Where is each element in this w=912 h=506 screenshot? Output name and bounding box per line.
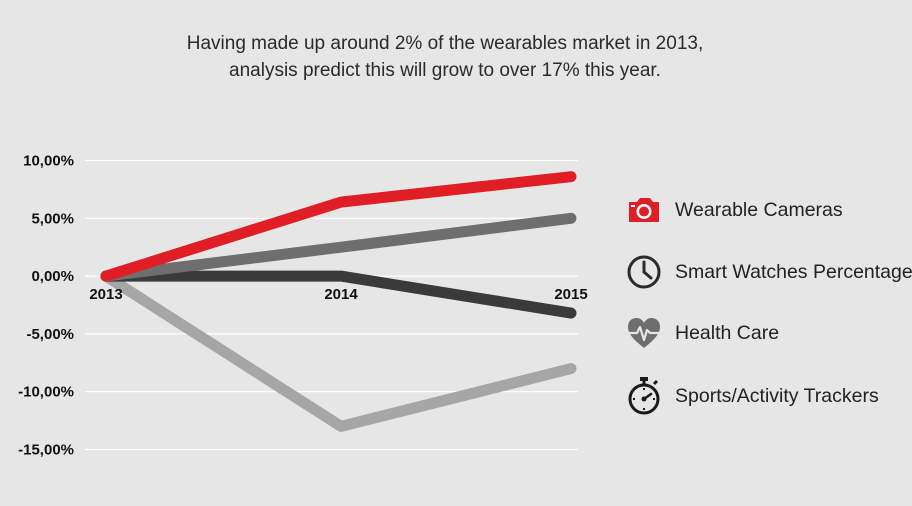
y-tick-label: -10,00%	[18, 384, 74, 401]
series-line-health-care	[100, 212, 577, 282]
subtitle-line-1: Having made up around 2% of the wearable…	[186, 33, 704, 54]
chart-subtitle: Having made up around 2% of the wearable…	[0, 30, 890, 84]
series-line-sports-activity-trackers	[100, 270, 577, 432]
stopwatch-icon	[626, 377, 662, 415]
clock-icon	[626, 254, 662, 290]
series-line-wearable-cameras	[100, 171, 577, 282]
y-tick-label: -15,00%	[18, 442, 74, 459]
y-tick-label: 0,00%	[31, 268, 74, 285]
camera-icon	[626, 192, 662, 228]
x-tick-label: 2013	[89, 286, 122, 303]
legend-label: Health Care	[675, 321, 780, 344]
legend-item-health-care: Health Care	[626, 313, 912, 353]
legend-label: Sports/Activity Trackers	[675, 384, 879, 407]
x-tick-label: 2015	[554, 286, 587, 303]
y-tick-label: 5,00%	[31, 210, 74, 227]
legend-label: Wearable Cameras	[675, 198, 843, 221]
x-tick-label: 2014	[324, 286, 358, 303]
series-line-smart-watches-percentage	[100, 270, 577, 319]
heart-pulse-icon	[626, 315, 662, 351]
legend-item-smart-watches: Smart Watches Percentage	[626, 252, 912, 292]
line-chart: 10,00% 5,00% 0,00% -5,00% -10,00% -15,00% 2013…	[18, 153, 588, 459]
legend-item-wearable-cameras: Wearable Cameras	[626, 190, 912, 230]
y-tick-label: 10,00%	[23, 153, 74, 170]
subtitle-line-2: analysis predict this will grow to over …	[229, 60, 661, 81]
legend-label: Smart Watches Percentage	[675, 260, 912, 283]
y-tick-label: -5,00%	[26, 326, 74, 343]
legend-item-sports-trackers: Sports/Activity Trackers	[626, 376, 912, 416]
